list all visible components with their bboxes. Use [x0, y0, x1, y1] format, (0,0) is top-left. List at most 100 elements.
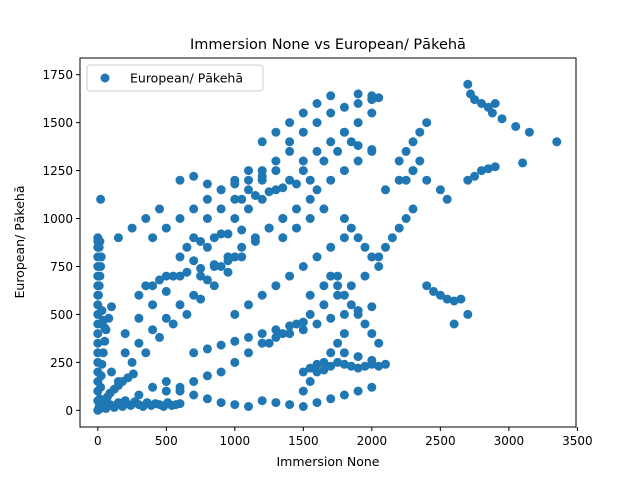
data-point [96, 194, 106, 204]
data-point [175, 175, 185, 185]
data-point [298, 156, 308, 166]
data-point [394, 156, 404, 166]
data-point [230, 309, 240, 319]
data-point [339, 359, 349, 369]
data-point [230, 194, 240, 204]
data-point [161, 377, 171, 386]
data-point [408, 166, 418, 176]
data-point [189, 233, 199, 243]
data-point [257, 137, 267, 147]
data-point [477, 99, 486, 108]
data-point [497, 114, 507, 124]
data-point [435, 290, 445, 300]
data-point [346, 223, 356, 233]
data-point [271, 166, 281, 176]
data-point [257, 194, 267, 204]
data-point [271, 325, 281, 335]
data-point [312, 398, 322, 408]
y-tick-label: 1000 [42, 212, 73, 226]
data-point [518, 158, 528, 168]
data-point [394, 223, 404, 233]
data-point [182, 242, 192, 252]
data-point [202, 344, 212, 354]
data-point [244, 175, 253, 185]
data-point [95, 271, 105, 281]
data-point [271, 185, 281, 195]
data-point [237, 252, 247, 262]
data-point [353, 233, 363, 243]
data-point [422, 281, 432, 291]
data-point [127, 223, 137, 233]
data-point [326, 108, 336, 118]
data-point [216, 262, 226, 271]
data-point [175, 300, 185, 310]
data-point [292, 179, 301, 189]
data-point [257, 166, 267, 176]
data-point [292, 204, 301, 214]
data-point [196, 294, 206, 304]
legend-label: European/ Pākehā [130, 71, 243, 86]
data-point [209, 260, 219, 270]
data-point [346, 281, 356, 291]
data-point [257, 396, 267, 406]
data-point [339, 329, 349, 339]
data-point [148, 281, 158, 291]
data-point [367, 252, 377, 262]
data-point [305, 290, 315, 300]
data-point [298, 386, 308, 396]
data-point [182, 267, 192, 277]
data-point [271, 127, 281, 137]
data-point [326, 394, 336, 404]
data-point [285, 137, 295, 147]
scatter-points [93, 79, 562, 415]
data-point [367, 302, 377, 312]
data-point [353, 352, 363, 362]
data-point [271, 156, 281, 166]
data-point [346, 300, 356, 310]
data-point [189, 204, 199, 214]
data-point [97, 306, 107, 316]
data-point [189, 171, 199, 181]
data-point [367, 91, 377, 101]
data-point [463, 79, 473, 89]
data-point [196, 271, 206, 281]
data-point [408, 204, 418, 214]
data-point [326, 361, 336, 371]
data-point [305, 309, 315, 319]
data-point [442, 294, 452, 304]
data-point [168, 271, 178, 281]
data-point [339, 290, 349, 300]
data-point [490, 162, 500, 172]
data-point [326, 242, 336, 252]
data-point [100, 323, 110, 333]
data-point [230, 336, 240, 346]
data-point [257, 338, 267, 348]
data-point [271, 281, 281, 291]
data-point [250, 191, 260, 200]
y-axis-label: European/ Pākehā [12, 186, 27, 299]
data-point [374, 361, 384, 371]
data-point [230, 252, 240, 262]
data-point [429, 286, 438, 296]
data-point [175, 271, 185, 281]
data-point [175, 214, 185, 223]
data-point [367, 382, 377, 392]
data-point [278, 214, 288, 223]
data-point [175, 399, 185, 409]
data-point [326, 91, 336, 101]
y-tick-label: 0 [65, 404, 73, 418]
y-tick-label: 750 [50, 260, 73, 274]
data-point [257, 329, 267, 339]
data-point [339, 348, 349, 358]
data-point [339, 214, 349, 223]
legend: European/ Pākehā [86, 64, 264, 92]
data-point [161, 386, 171, 396]
data-point [141, 281, 151, 291]
data-point [189, 390, 199, 400]
y-tick-label: 1500 [42, 116, 73, 130]
data-point [141, 214, 151, 223]
data-point [401, 146, 411, 156]
data-point [353, 141, 363, 151]
data-point [456, 294, 466, 304]
